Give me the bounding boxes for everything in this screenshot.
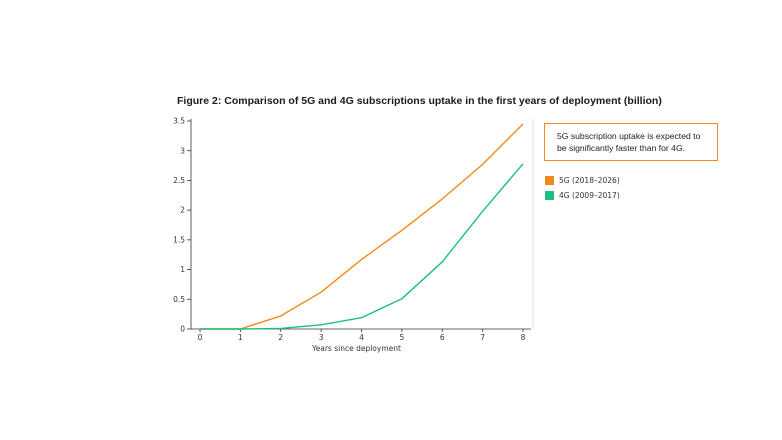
y-tick-label: 3.5 — [173, 117, 185, 126]
y-tick-label: 1 — [180, 265, 185, 274]
legend: 5G (2018–2026) 4G (2009–2017) — [545, 173, 620, 203]
y-tick-label: 3 — [180, 146, 185, 155]
x-tick-label: 8 — [521, 333, 526, 342]
x-tick-label: 7 — [480, 333, 485, 342]
x-tick-label: 3 — [319, 333, 324, 342]
legend-label-5g: 5G (2018–2026) — [559, 176, 620, 185]
y-axis-ticks: 0 0.5 1 1.5 2 2.5 3 3.5 — [173, 117, 191, 334]
legend-swatch-4g — [545, 191, 554, 200]
x-tick-label: 2 — [278, 333, 283, 342]
x-axis-ticks: 0 1 2 3 4 5 6 7 8 — [198, 329, 526, 342]
series-line-5g — [200, 123, 524, 330]
x-tick-label: 0 — [198, 333, 203, 342]
x-tick-label: 1 — [238, 333, 243, 342]
series-line-4g — [200, 163, 524, 330]
legend-swatch-5g — [545, 176, 554, 185]
y-tick-label: 2 — [180, 206, 185, 215]
x-tick-label: 6 — [440, 333, 445, 342]
series-lines — [200, 123, 524, 330]
legend-item-5g: 5G (2018–2026) — [545, 173, 620, 188]
annotation-text: 5G subscription uptake is expected to be… — [557, 131, 701, 153]
x-tick-label: 5 — [399, 333, 404, 342]
y-tick-label: 1.5 — [173, 235, 185, 244]
chart-title: Figure 2: Comparison of 5G and 4G subscr… — [177, 95, 662, 107]
y-tick-label: 0 — [180, 325, 185, 334]
x-tick-label: 4 — [359, 333, 364, 342]
x-axis-title: Years since deployment — [311, 344, 401, 353]
annotation-box: 5G subscription uptake is expected to be… — [544, 123, 718, 161]
y-tick-label: 0.5 — [173, 295, 185, 304]
legend-item-4g: 4G (2009–2017) — [545, 188, 620, 203]
y-tick-label: 2.5 — [173, 176, 185, 185]
legend-label-4g: 4G (2009–2017) — [559, 191, 620, 200]
chart-axes — [190, 119, 534, 330]
